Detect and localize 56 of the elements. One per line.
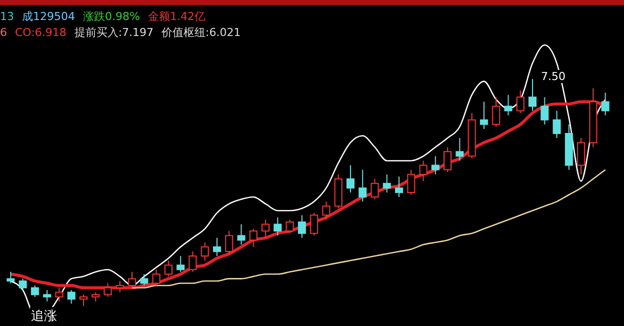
text: 6 (0, 26, 7, 39)
candlestick (92, 292, 100, 302)
candlestick (18, 278, 27, 291)
candlestick (200, 242, 209, 262)
text: 提前买入:7.197 (74, 26, 154, 39)
text: 成129504 (22, 10, 75, 23)
candlestick (152, 269, 160, 286)
candlestick (346, 164, 354, 193)
candlestick (274, 216, 282, 236)
candlestick (30, 285, 39, 298)
annotation: 7.50 (540, 70, 566, 83)
candlestick (516, 90, 524, 114)
candlestick (480, 101, 488, 130)
candlestick (431, 156, 440, 175)
candlestick (212, 237, 221, 257)
candlestick (67, 290, 76, 304)
candlestick (456, 138, 464, 162)
candlestick (504, 94, 512, 116)
candlestick (577, 138, 586, 175)
candlestick (116, 280, 124, 293)
candlestick (444, 146, 452, 173)
candlestick (310, 212, 318, 236)
candlestick (43, 290, 52, 302)
candlestick (286, 219, 294, 234)
candlestick (188, 250, 197, 272)
candlestick (322, 201, 330, 220)
candlestick (79, 294, 88, 306)
candlestick (395, 176, 404, 198)
candlestick (552, 110, 561, 139)
candlestick (492, 96, 500, 128)
candlestick (128, 271, 136, 288)
candlestick (55, 287, 64, 302)
candlestick (370, 178, 379, 200)
candlestick (249, 228, 258, 248)
candlestick (298, 214, 306, 238)
candlestick (140, 274, 148, 286)
candlestick (262, 219, 270, 238)
text: 13 (0, 10, 14, 23)
candlestick (164, 260, 172, 277)
text: 价值枢纽:6.021 (162, 26, 241, 39)
candlestick (358, 169, 367, 202)
candlestick (540, 96, 549, 125)
text: 涨跌0.98% (83, 10, 140, 23)
text: CO:6.918 (15, 26, 66, 39)
candlestick (528, 78, 537, 112)
candlestick (225, 230, 234, 254)
text: 金额1.42亿 (148, 10, 206, 23)
candlestick (407, 169, 416, 196)
candlestick (382, 174, 391, 193)
candlestick (419, 160, 428, 182)
candlestick (104, 282, 112, 298)
candlestick (6, 271, 15, 284)
candlestick (601, 92, 610, 116)
candlestick (176, 256, 185, 272)
candlestick (237, 224, 246, 246)
text: 追涨 (30, 307, 58, 325)
